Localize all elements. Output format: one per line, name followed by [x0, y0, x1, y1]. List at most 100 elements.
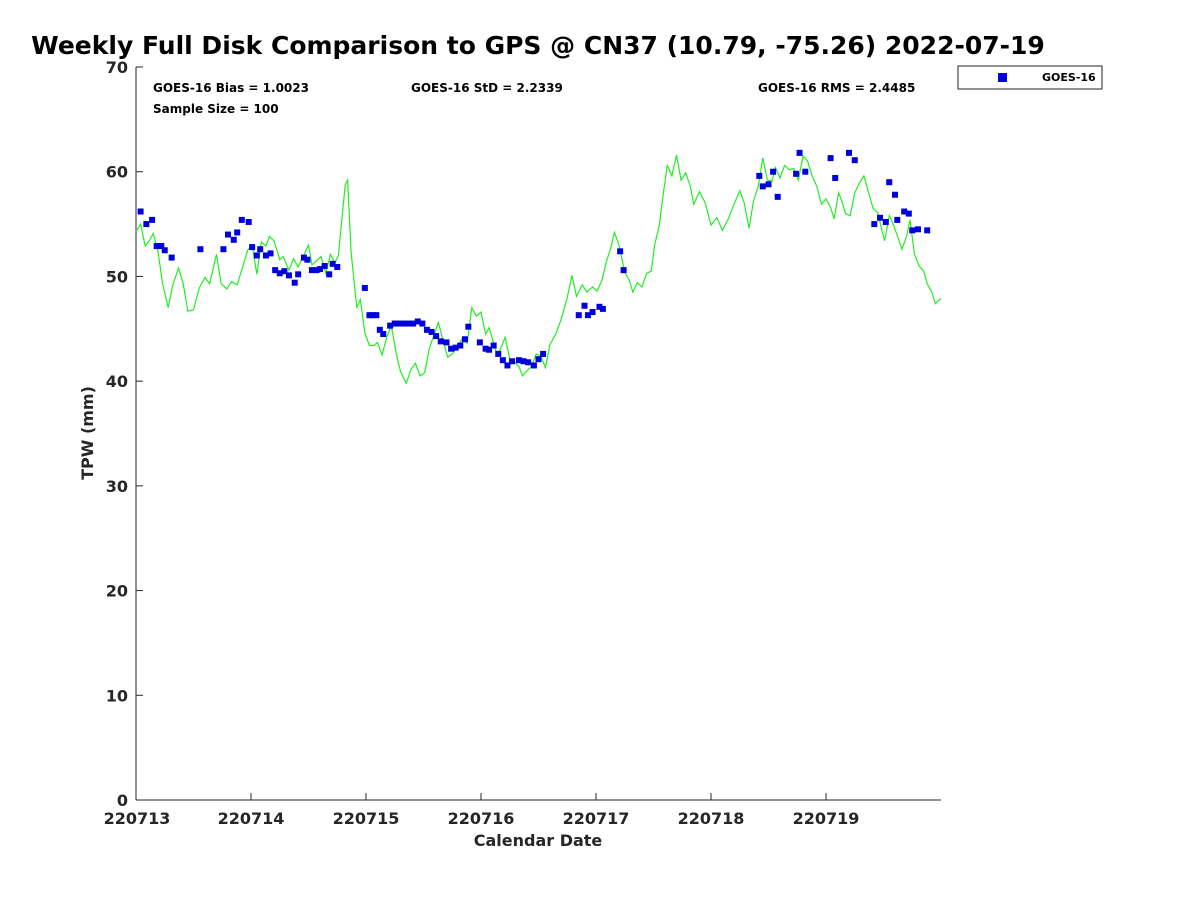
- goes16-point: [584, 312, 591, 319]
- std-stat: GOES-16 StD = 2.2339: [411, 81, 563, 95]
- goes16-point: [272, 267, 279, 274]
- goes16-point: [419, 320, 426, 327]
- goes16-point: [137, 208, 144, 215]
- chart-title: Weekly Full Disk Comparison to GPS @ CN3…: [31, 31, 1045, 60]
- x-tick-label: 220718: [678, 809, 745, 828]
- goes16-point: [234, 229, 241, 236]
- goes16-point: [756, 172, 763, 179]
- goes16-point: [143, 221, 150, 228]
- legend-box: [957, 65, 1103, 90]
- goes16-point: [793, 170, 800, 177]
- goes16-point: [495, 350, 502, 357]
- goes16-point: [405, 320, 412, 327]
- goes16-point: [313, 267, 320, 274]
- x-tick-label: 220714: [218, 809, 285, 828]
- y-ticks: 0 10 20 30 40 50 60 70: [106, 58, 143, 810]
- goes16-point: [153, 243, 160, 250]
- gps-series: [135, 154, 942, 385]
- goes16-point: [827, 155, 834, 162]
- y-tick-label: 20: [106, 582, 128, 601]
- goes16-point: [380, 331, 387, 338]
- goes16-point: [581, 302, 588, 309]
- rms-stat: GOES-16 RMS = 2.4485: [758, 81, 915, 95]
- goes16-point: [267, 250, 274, 257]
- goes16-point: [530, 362, 537, 369]
- goes16-point: [257, 246, 264, 253]
- goes16-point: [461, 336, 468, 343]
- x-tick-label: 220717: [563, 809, 630, 828]
- goes16-point: [525, 359, 532, 366]
- goes16-point: [448, 345, 455, 352]
- goes16-point: [423, 326, 430, 333]
- x-tick-label: 220716: [448, 809, 515, 828]
- goes16-point: [245, 218, 252, 225]
- x-tick-label: 220713: [104, 809, 171, 828]
- goes16-point: [400, 320, 407, 327]
- y-tick-label: 0: [117, 791, 128, 810]
- goes16-point: [391, 320, 398, 327]
- goes16-point: [515, 357, 522, 364]
- goes16-point: [575, 312, 582, 319]
- goes16-point: [396, 320, 403, 327]
- goes16-point: [882, 218, 889, 225]
- x-tick-label: 220715: [333, 809, 400, 828]
- y-tick-label: 70: [106, 58, 128, 77]
- plot-area: [135, 67, 941, 801]
- goes16-point: [915, 226, 921, 233]
- x-tick-label: 220719: [793, 809, 860, 828]
- goes16-point: [599, 305, 606, 312]
- goes16-point: [369, 312, 376, 319]
- goes16-point: [414, 318, 421, 325]
- goes16-point: [924, 227, 931, 234]
- bias-stat: GOES-16 Bias = 1.0023: [153, 81, 309, 95]
- goes16-point: [281, 268, 288, 275]
- goes16-point: [765, 181, 772, 188]
- legend-marker-goes16: [998, 73, 1007, 82]
- goes16-point: [892, 191, 898, 198]
- goes16-point: [620, 267, 627, 274]
- goes16-point: [373, 312, 380, 319]
- goes16-point: [909, 227, 916, 234]
- goes16-point: [452, 344, 459, 351]
- legend-label-goes16: GOES-16: [1042, 71, 1096, 84]
- goes16-point: [230, 236, 237, 243]
- y-tick-label: 60: [106, 163, 128, 182]
- goes16-point: [901, 208, 908, 215]
- goes16-point: [433, 333, 440, 340]
- y-tick-label: 40: [106, 372, 128, 391]
- goes16-point: [366, 312, 373, 319]
- goes16-point: [851, 157, 858, 164]
- goes16-point: [796, 149, 803, 156]
- goes16-point: [300, 254, 307, 261]
- goes16-point: [774, 193, 781, 200]
- goes16-point: [276, 270, 283, 277]
- goes16-point: [490, 342, 497, 349]
- goes16-point: [249, 244, 256, 251]
- goes16-point: [905, 210, 912, 217]
- goes16-point: [457, 342, 464, 349]
- goes16-point: [387, 322, 394, 329]
- goes16-point: [482, 345, 489, 352]
- goes16-series: [137, 149, 931, 369]
- goes16-point: [317, 266, 323, 273]
- goes16-point: [295, 271, 302, 278]
- goes16-point: [334, 264, 341, 271]
- goes16-point: [225, 231, 231, 238]
- goes16-point: [149, 216, 156, 223]
- goes16-point: [197, 246, 204, 253]
- goes16-point: [304, 256, 311, 263]
- goes16-point: [285, 272, 292, 279]
- goes16-point: [291, 279, 298, 286]
- goes16-point: [894, 216, 901, 223]
- y-tick-label: 10: [106, 686, 128, 705]
- goes16-point: [262, 252, 269, 259]
- goes16-point: [759, 183, 766, 190]
- goes16-point: [238, 216, 245, 223]
- goes16-point: [617, 248, 624, 255]
- goes16-point: [886, 179, 893, 186]
- goes16-point: [486, 346, 493, 353]
- goes16-point: [443, 339, 450, 346]
- goes16-point: [220, 246, 227, 253]
- goes16-point: [476, 339, 483, 346]
